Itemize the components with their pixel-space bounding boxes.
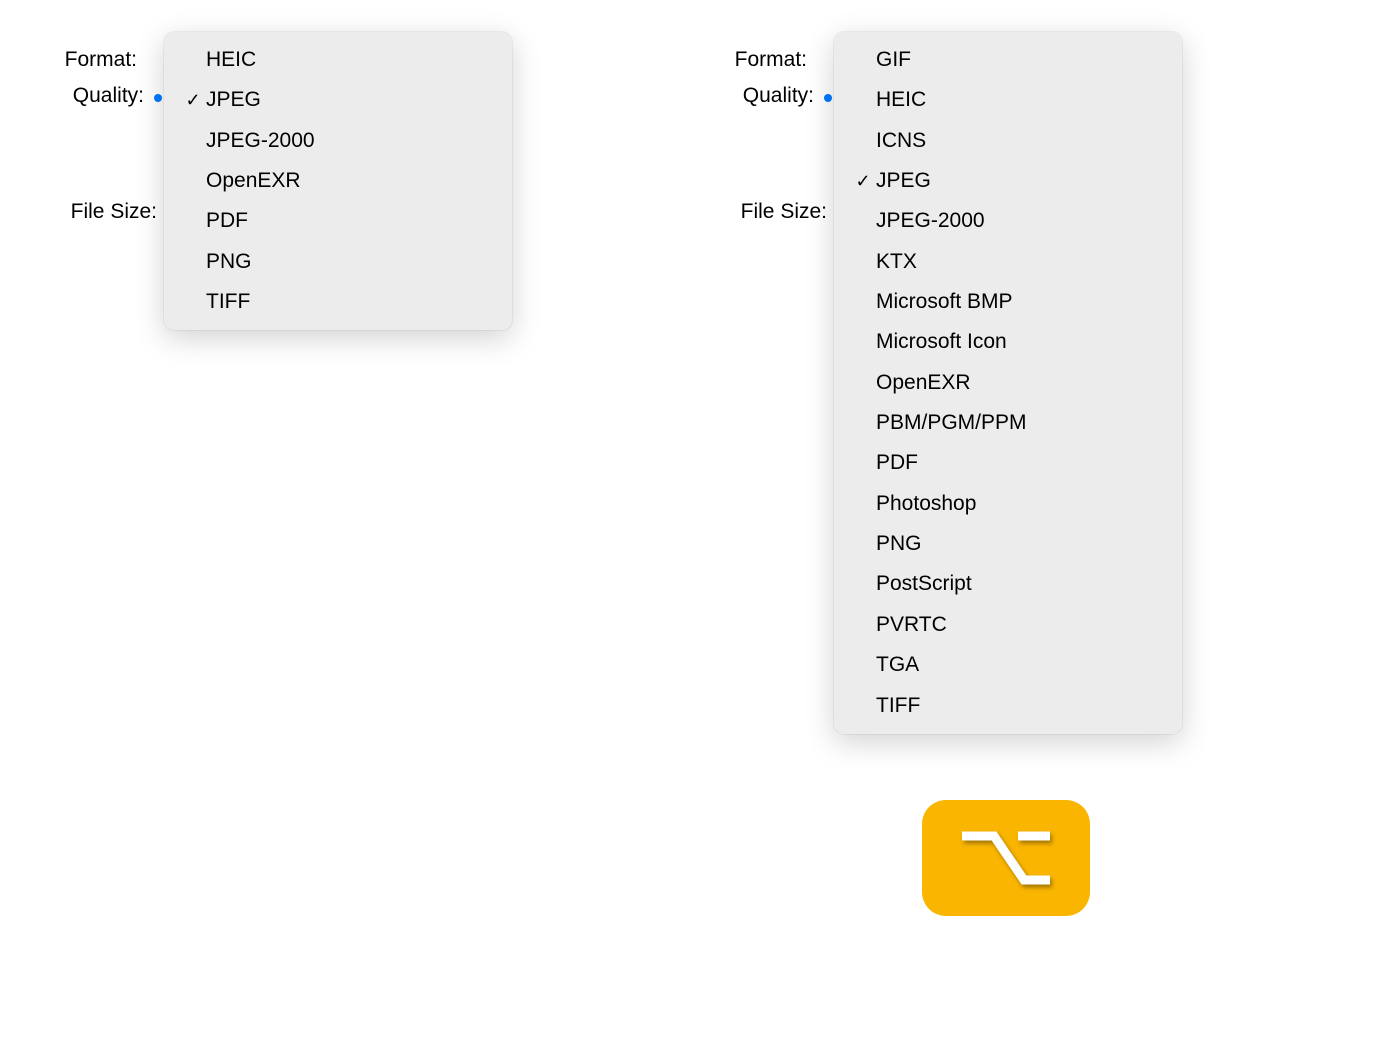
dropdown-item[interactable]: JPEG-2000 <box>164 121 512 161</box>
dropdown-item-label: OpenEXR <box>876 369 971 397</box>
quality-label: Quality: <box>724 84 814 108</box>
dropdown-item-label: Microsoft Icon <box>876 328 1007 356</box>
dropdown-item[interactable]: ✓JPEG <box>834 161 1182 201</box>
checkmark-icon: ✓ <box>850 169 876 193</box>
dropdown-item[interactable]: Microsoft Icon <box>834 322 1182 362</box>
dropdown-item-label: TIFF <box>876 692 920 720</box>
dropdown-item[interactable]: HEIC <box>834 80 1182 120</box>
format-dropdown-left[interactable]: HEIC✓JPEGJPEG-2000OpenEXRPDFPNGTIFF <box>164 32 512 330</box>
dropdown-item[interactable]: Microsoft BMP <box>834 282 1182 322</box>
dropdown-item[interactable]: Photoshop <box>834 484 1182 524</box>
dropdown-item[interactable]: JPEG-2000 <box>834 201 1182 241</box>
dropdown-item-label: KTX <box>876 248 917 276</box>
option-key-icon <box>956 828 1056 888</box>
dropdown-item-label: OpenEXR <box>206 167 301 195</box>
dropdown-item[interactable]: PostScript <box>834 564 1182 604</box>
dropdown-item-label: JPEG <box>876 167 931 195</box>
dropdown-item[interactable]: GIF <box>834 40 1182 80</box>
dropdown-item-label: PNG <box>206 248 252 276</box>
dropdown-item-label: HEIC <box>876 86 926 114</box>
quality-slider-dot[interactable] <box>154 94 162 102</box>
dropdown-item-label: JPEG <box>206 86 261 114</box>
dropdown-item-label: Microsoft BMP <box>876 288 1013 316</box>
dropdown-item-label: HEIC <box>206 46 256 74</box>
dropdown-item-label: PDF <box>876 449 918 477</box>
dropdown-item[interactable]: PDF <box>164 201 512 241</box>
dropdown-item-label: PVRTC <box>876 611 947 639</box>
dropdown-item[interactable]: OpenEXR <box>164 161 512 201</box>
export-panel-left: Format: Quality: File Size: 3 <box>54 48 177 236</box>
dropdown-item[interactable]: TIFF <box>164 282 512 322</box>
filesize-row: File Size: 3 <box>724 200 847 224</box>
dropdown-item[interactable]: PNG <box>834 524 1182 564</box>
quality-label: Quality: <box>54 84 144 108</box>
dropdown-item-label: PBM/PGM/PPM <box>876 409 1027 437</box>
dropdown-item-label: PNG <box>876 530 922 558</box>
quality-row: Quality: <box>54 84 177 108</box>
filesize-label: File Size: <box>54 200 157 224</box>
dropdown-item[interactable]: PNG <box>164 242 512 282</box>
quality-slider-dot[interactable] <box>824 94 832 102</box>
dropdown-item-label: TIFF <box>206 288 250 316</box>
option-key-badge <box>922 800 1090 916</box>
dropdown-item-label: JPEG-2000 <box>206 127 315 155</box>
export-panel-right: Format: Quality: File Size: 3 <box>724 48 847 236</box>
filesize-row: File Size: 3 <box>54 200 177 224</box>
format-label: Format: <box>54 48 137 72</box>
dropdown-item[interactable]: HEIC <box>164 40 512 80</box>
dropdown-item[interactable]: PDF <box>834 443 1182 483</box>
dropdown-item[interactable]: PBM/PGM/PPM <box>834 403 1182 443</box>
dropdown-item-label: JPEG-2000 <box>876 207 985 235</box>
format-row: Format: <box>54 48 177 72</box>
dropdown-item-label: PostScript <box>876 570 972 598</box>
filesize-label: File Size: <box>724 200 827 224</box>
dropdown-item-label: ICNS <box>876 127 926 155</box>
dropdown-item[interactable]: PVRTC <box>834 605 1182 645</box>
checkmark-icon: ✓ <box>180 88 206 112</box>
dropdown-item[interactable]: OpenEXR <box>834 363 1182 403</box>
dropdown-item-label: TGA <box>876 651 919 679</box>
format-dropdown-right[interactable]: GIFHEICICNS✓JPEGJPEG-2000KTXMicrosoft BM… <box>834 32 1182 734</box>
dropdown-item[interactable]: ✓JPEG <box>164 80 512 120</box>
dropdown-item[interactable]: KTX <box>834 242 1182 282</box>
dropdown-item-label: PDF <box>206 207 248 235</box>
quality-row: Quality: <box>724 84 847 108</box>
dropdown-item[interactable]: TGA <box>834 645 1182 685</box>
dropdown-item-label: Photoshop <box>876 490 976 518</box>
dropdown-item[interactable]: TIFF <box>834 686 1182 726</box>
format-row: Format: <box>724 48 847 72</box>
dropdown-item[interactable]: ICNS <box>834 121 1182 161</box>
format-label: Format: <box>724 48 807 72</box>
dropdown-item-label: GIF <box>876 46 911 74</box>
